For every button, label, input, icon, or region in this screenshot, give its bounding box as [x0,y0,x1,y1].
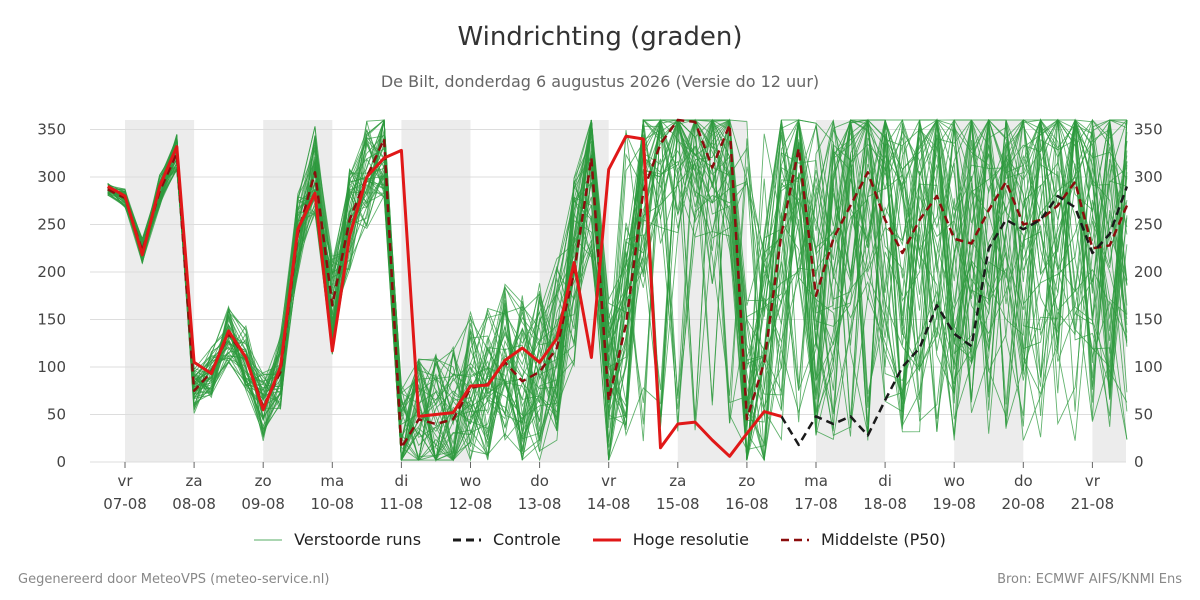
x-tick-date-3: 10-08 [311,495,355,513]
legend-swatch-median [780,538,809,541]
y-tick-left-250: 250 [37,216,66,234]
x-tick-date-11: 18-08 [863,495,907,513]
legend-label-ensemble: Verstoorde runs [294,530,422,549]
y-tick-right-150: 150 [1134,311,1163,329]
x-tick-day-1: za [186,472,203,490]
x-tick-date-2: 09-08 [241,495,285,513]
legend-swatch-ensemble [254,539,283,540]
highlight-series [106,118,1129,458]
x-tick-date-1: 08-08 [172,495,216,513]
legend-item-median: Middelste (P50) [780,530,946,549]
chart-subtitle: De Bilt, donderdag 6 augustus 2026 (Vers… [380,72,820,91]
legend-swatch-hires [592,538,621,541]
footer-source: Bron: ECMWF AIFS/KNMI Ens [997,572,1182,587]
x-tick-day-5: wo [460,472,481,490]
x-tick-day-8: za [669,472,686,490]
x-tick-day-3: ma [320,472,344,490]
x-tick-day-12: wo [943,472,964,490]
ensemble-run-25 [107,118,1128,461]
y-axis-right: 0 50 100 150 200 250 300 350 [1134,121,1163,472]
legend-item-ensemble: Verstoorde runs [254,530,421,549]
y-tick-right-250: 250 [1134,216,1163,234]
x-tick-date-13: 20-08 [1002,495,1046,513]
x-tick-day-11: di [878,472,892,490]
x-tick-day-4: di [395,472,409,490]
legend-label-control: Controle [493,530,561,549]
ensemble-run-47 [107,118,1128,462]
ensemble-run-43 [107,118,1128,461]
legend-label-hires: Hoge resolutie [632,530,749,549]
grey-band-1 [263,120,333,462]
y-tick-left-200: 200 [37,263,66,281]
ensemble-run-48 [107,119,1128,461]
chart-title: Windrichting (graden) [457,22,743,52]
x-tick-date-9: 16-08 [725,495,769,513]
legend-item-hires: Hoge resolutie [592,530,749,549]
ensemble-run-36 [107,119,1128,461]
y-tick-left-100: 100 [37,358,66,376]
x-tick-day-0: vr [117,472,133,490]
x-tick-day-7: vr [601,472,617,490]
x-tick-day-2: zo [255,472,272,490]
y-tick-left-50: 50 [47,406,66,424]
ensemble-run-40 [107,118,1128,462]
x-tick-date-8: 15-08 [656,495,700,513]
x-tick-date-12: 19-08 [932,495,976,513]
chart-legend: Verstoorde runs Controle Hoge resolutie … [0,530,1200,549]
series-controle [780,186,1129,447]
x-tick-date-7: 14-08 [587,495,631,513]
legend-label-median: Middelste (P50) [820,530,946,549]
x-tick-date-14: 21-08 [1071,495,1115,513]
ensemble-run-38 [107,118,1128,461]
x-tick-date-0: 07-08 [103,495,147,513]
grey-band-0 [125,120,195,462]
ensemble-run-29 [107,118,1128,461]
y-tick-left-300: 300 [37,168,66,186]
x-tick-day-14: vr [1085,472,1101,490]
legend-item-control: Controle [453,530,561,549]
footer-generated-by: Gegenereerd door MeteoVPS (meteo-service… [18,572,330,587]
y-tick-right-350: 350 [1134,121,1163,139]
series-hoge-resolutie [106,134,782,458]
y-tick-right-100: 100 [1134,358,1163,376]
x-tick-date-10: 17-08 [794,495,838,513]
y-tick-left-0: 0 [56,453,66,471]
x-tick-day-13: do [1014,472,1033,490]
y-tick-left-350: 350 [37,121,66,139]
x-tick-date-6: 13-08 [518,495,562,513]
x-tick-day-10: ma [804,472,828,490]
ensemble-run-23 [107,119,1128,461]
y-tick-right-200: 200 [1134,263,1163,281]
x-tick-date-4: 11-08 [380,495,424,513]
legend-swatch-control [453,538,482,541]
y-tick-left-150: 150 [37,311,66,329]
y-tick-right-0: 0 [1134,453,1144,471]
y-axis-left: 0 50 100 150 200 250 300 350 [37,121,66,472]
x-tick-date-5: 12-08 [449,495,493,513]
x-tick-day-6: do [530,472,549,490]
x-tick-day-9: zo [738,472,755,490]
x-axis: vr 07-08 za 08-08 zo 09-08 ma 10-08 di 11-08 wo 12-… [103,462,1114,513]
y-tick-right-50: 50 [1134,406,1153,424]
y-tick-right-300: 300 [1134,168,1163,186]
